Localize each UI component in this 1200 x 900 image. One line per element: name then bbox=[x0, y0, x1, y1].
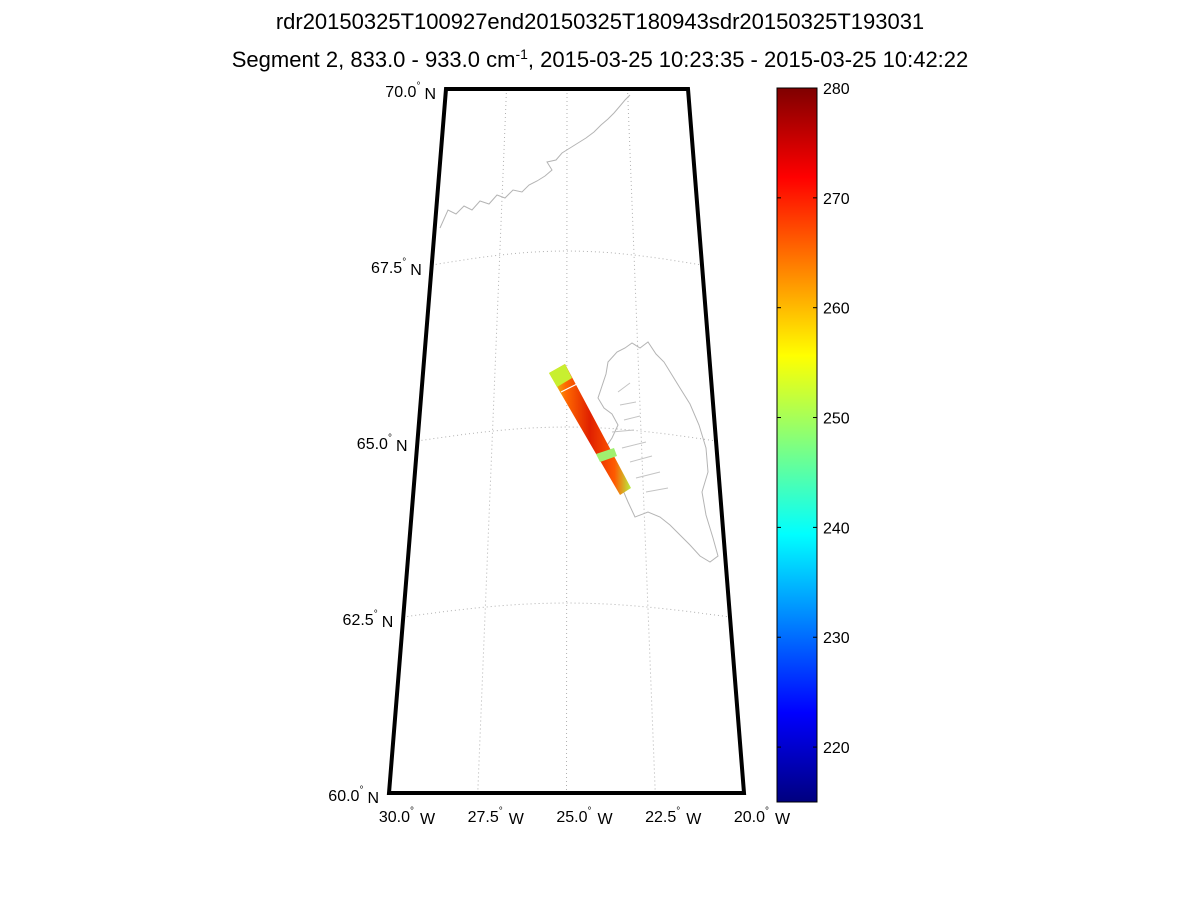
figure-title-line2: Segment 2, 833.0 - 933.0 cm-1, 2015-03-2… bbox=[0, 47, 1200, 73]
latitude-label: 62.5° N bbox=[343, 609, 394, 631]
colorbar-tick-label: 230 bbox=[823, 630, 850, 647]
longitude-value: 30.0 bbox=[379, 809, 410, 826]
title-line2-suffix: , 2015-03-25 10:23:35 - 2015-03-25 10:42… bbox=[527, 47, 969, 72]
title-line2-prefix: Segment 2, 833.0 - 933.0 cm bbox=[231, 47, 516, 72]
colorbar-tick-label: 270 bbox=[823, 191, 850, 208]
iceland-coastline bbox=[597, 341, 719, 563]
colorbar-ticks: 220 230 240 250 260 270 280 bbox=[777, 81, 850, 757]
latitude-hemisphere: N bbox=[396, 438, 408, 455]
coastline-group bbox=[439, 94, 719, 563]
longitude-label: 25.0° W bbox=[556, 806, 613, 828]
meridian-line bbox=[566, 88, 568, 794]
swath-cold-patch-north bbox=[549, 364, 572, 387]
map-frame bbox=[386, 87, 747, 795]
latitude-value: 60.0 bbox=[328, 788, 359, 805]
degree-symbol: ° bbox=[499, 806, 503, 817]
latitude-value: 65.0 bbox=[357, 436, 388, 453]
swath-gap-line bbox=[560, 383, 578, 393]
latitude-label: 70.0° N bbox=[385, 81, 436, 103]
longitude-label: 27.5° W bbox=[468, 806, 525, 828]
longitude-hemisphere: W bbox=[775, 811, 791, 828]
latitude-label: 67.5° N bbox=[371, 257, 422, 279]
longitude-value: 20.0 bbox=[734, 809, 765, 826]
colorbar-tick-label: 220 bbox=[823, 740, 850, 757]
longitude-label: 22.5° W bbox=[645, 806, 702, 828]
meridian-line bbox=[627, 88, 656, 794]
latitude-value: 70.0 bbox=[385, 84, 416, 101]
longitude-value: 25.0 bbox=[556, 809, 587, 826]
degree-symbol: ° bbox=[588, 806, 592, 817]
longitude-hemisphere: W bbox=[509, 811, 525, 828]
degree-symbol: ° bbox=[765, 806, 769, 817]
degree-symbol: ° bbox=[410, 806, 414, 817]
degree-symbol: ° bbox=[416, 81, 420, 92]
colorbar-tick-label: 280 bbox=[823, 81, 850, 98]
observation-swath bbox=[549, 364, 631, 495]
degree-symbol: ° bbox=[402, 257, 406, 268]
graticule bbox=[403, 88, 731, 794]
latitude-hemisphere: N bbox=[410, 262, 422, 279]
latitude-hemisphere: N bbox=[367, 790, 379, 807]
colorbar-tick-label: 240 bbox=[823, 520, 850, 537]
longitude-label: 20.0° W bbox=[734, 806, 791, 828]
longitude-label: 30.0° W bbox=[379, 806, 436, 828]
degree-symbol: ° bbox=[374, 609, 378, 620]
colorbar-tick-label: 260 bbox=[823, 301, 850, 318]
latitude-label: 60.0° N bbox=[328, 785, 379, 807]
swath-group bbox=[549, 364, 631, 495]
parallel-line bbox=[403, 602, 731, 618]
degree-symbol: ° bbox=[676, 806, 680, 817]
degree-symbol: ° bbox=[359, 785, 363, 796]
latitude-label: 65.0° N bbox=[357, 433, 408, 455]
iceland-fjords bbox=[611, 382, 669, 493]
longitude-hemisphere: W bbox=[598, 811, 614, 828]
longitude-value: 22.5 bbox=[645, 809, 676, 826]
swath-cold-patch-south bbox=[596, 448, 617, 462]
figure-title-line1: rdr20150325T100927end20150325T180943sdr2… bbox=[275, 9, 925, 34]
latitude-hemisphere: N bbox=[424, 86, 436, 103]
colorbar bbox=[776, 87, 818, 803]
longitude-hemisphere: W bbox=[420, 811, 436, 828]
greenland-coastline bbox=[439, 94, 631, 229]
longitude-hemisphere: W bbox=[686, 811, 702, 828]
latitude-hemisphere: N bbox=[382, 614, 394, 631]
latitude-value: 62.5 bbox=[343, 612, 374, 629]
latitude-labels: 70.0° N67.5° N65.0° N62.5° N60.0° N bbox=[328, 81, 436, 807]
title-line2-superscript: -1 bbox=[515, 46, 528, 62]
colorbar-tick-label: 250 bbox=[823, 411, 850, 428]
longitude-labels: 30.0° W 27.5° W 25.0° W 22.5° W 20.0° W bbox=[379, 806, 791, 828]
degree-symbol: ° bbox=[388, 433, 392, 444]
longitude-value: 27.5 bbox=[468, 809, 499, 826]
meridian-line bbox=[477, 88, 507, 794]
latitude-value: 67.5 bbox=[371, 260, 402, 277]
